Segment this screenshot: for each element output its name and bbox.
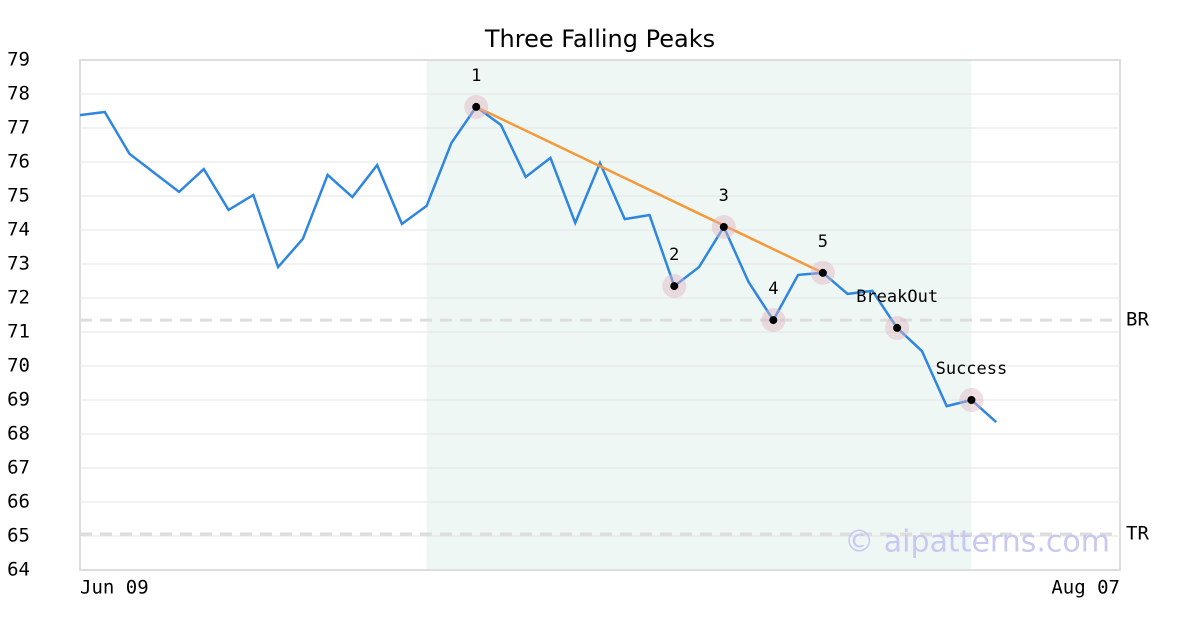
watermark: © aipatterns.com (844, 525, 1110, 560)
point-label: 2 (669, 245, 679, 265)
y-tick-label: 77 (7, 117, 30, 139)
point-dot (670, 282, 679, 291)
highlight-band (426, 60, 972, 570)
y-tick-label: 70 (7, 355, 30, 377)
chart-title: Three Falling Peaks (484, 25, 715, 53)
y-tick-label: 69 (7, 389, 30, 411)
point-label: BreakOut (856, 287, 938, 307)
y-tick-label: 74 (7, 219, 30, 241)
y-tick-label: 65 (7, 525, 30, 547)
point-dot (967, 396, 976, 404)
point-label: 3 (719, 186, 729, 206)
y-tick-label: 79 (7, 49, 30, 71)
y-tick-label: 78 (7, 83, 30, 105)
point-dot (893, 323, 902, 332)
level-label: BR (1126, 309, 1149, 331)
price-line (79, 105, 998, 424)
y-tick-label: 66 (7, 491, 30, 513)
y-tick-label: 68 (7, 423, 30, 445)
point-dot (472, 102, 481, 111)
point-dot (769, 316, 778, 325)
point-label: Success (936, 359, 1008, 379)
plot-frame (79, 59, 1121, 571)
y-tick-label: 71 (7, 321, 30, 343)
y-tick-label: 67 (7, 457, 30, 479)
point-dot (818, 268, 827, 277)
trend-line (475, 105, 824, 274)
point-dot (719, 222, 728, 231)
y-tick-label: 64 (7, 559, 30, 581)
x-tick-label: Aug 07 (1051, 577, 1120, 599)
point-label: 1 (471, 66, 481, 86)
y-tick-label: 75 (7, 185, 30, 207)
x-tick-label: Jun 09 (80, 577, 149, 599)
y-tick-label: 73 (7, 253, 30, 275)
level-label: TR (1126, 522, 1149, 544)
y-tick-label: 76 (7, 151, 30, 173)
y-tick-label: 72 (7, 287, 30, 309)
point-label: 5 (818, 232, 828, 252)
point-label: 4 (768, 279, 778, 299)
